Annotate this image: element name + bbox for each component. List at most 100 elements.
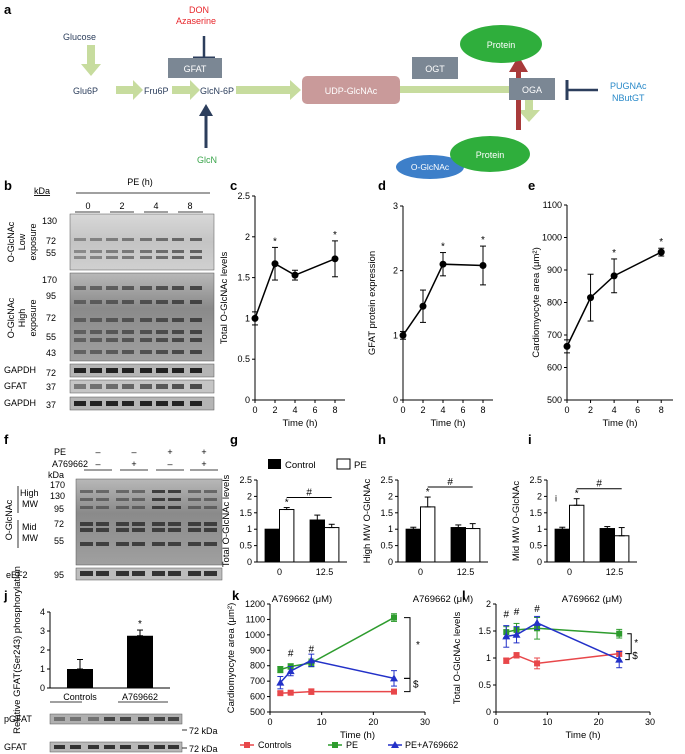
significance-marker: * [575,489,579,500]
y-tick-label: 1 [486,653,491,663]
y-tick-label: 3 [393,201,398,211]
blot-band [132,528,145,532]
blot-band [106,338,118,342]
data-point [616,630,623,637]
significance-marker: * [441,242,445,253]
y-tick-label: 0.5 [380,541,393,551]
blot-band [152,506,165,509]
blot-band [122,350,134,354]
protein-top-label: Protein [487,40,516,50]
blot-f-oglcnac-label: O-GlcNAc [4,499,14,540]
blot-band [132,490,145,493]
bar-pe [569,504,585,563]
blot-band [156,350,168,354]
y-tick-label: 0.5 [529,541,542,551]
blot-band [74,300,86,304]
blot-band [152,490,165,493]
blot-band [138,717,149,721]
blot-band [74,238,86,241]
y-tick-label: 0 [247,557,252,567]
blot-f-bands [80,490,217,576]
blot-band [106,238,118,241]
data-point [534,660,541,667]
blot-band [74,318,86,322]
data-point [610,272,618,280]
blot-band [152,528,165,532]
x-tick-label: 4 [440,405,445,415]
blot-b-high-label: O-GlcNAc [6,297,16,338]
blot-band [90,401,102,406]
x-axis-label: A769662 (μM) [272,594,332,605]
blot-band [168,490,181,493]
significance-marker: # [309,645,315,656]
y-tick-label: 1.5 [478,626,491,636]
series-line-pe [280,616,395,671]
x-axis-label: Time (h) [602,418,637,429]
blot-band [106,384,118,389]
data-point [657,248,665,256]
blot-b-marker: 130 [42,216,57,226]
panel-letter-b: b [4,178,12,193]
protein-bottom-label: Protein [476,150,505,160]
blot-band [80,528,93,532]
blot-band [190,318,202,322]
blot-band [106,318,118,322]
series-line-d [402,263,484,336]
panel-letter-k: k [232,588,240,603]
udp-glcnac-box [302,76,400,104]
y-tick-label: 0 [486,707,491,717]
blot-band [172,384,184,389]
blot-band [90,238,102,241]
panel-letter-c: c [230,178,237,193]
x-tick-label: 8 [480,405,485,415]
blot-band [204,528,217,532]
don-label: DON [189,5,209,15]
x-tick-label: 0 [564,405,569,415]
blot-b-marker: 55 [46,332,56,342]
blot-j-gfat [49,741,183,753]
blot-f-marker: 130 [50,491,65,501]
significance-bracket [627,633,632,655]
blot-band [90,256,102,259]
blot-j-pgfat [49,713,183,725]
oga-box-label: OGA [522,85,542,95]
significance-marker: * [273,236,277,247]
blot-band [90,338,102,342]
blot-band [152,522,165,526]
blot-f-pe-sign: – [95,447,100,457]
y-axis-label: GFAT protein expression [367,251,378,355]
blot-b-marker: 37 [46,400,56,410]
data-point [502,632,511,640]
bar-j [67,669,93,688]
blot-b-time: 8 [187,201,192,211]
panel-j-blots: pGFAT GFAT 72 kDa 72 kDa [4,701,218,754]
y-tick-label: 1100 [246,614,265,624]
y-tick-label: 2 [537,491,542,501]
azaserine-label: Azaserine [176,16,216,26]
blot-band [132,498,145,501]
blot-band [80,571,93,576]
x-tick-label: 0 [493,717,498,727]
blot-band [156,250,168,253]
y-tick-label: 0.5 [239,541,252,551]
panel-b-blots: b kDa PE (h) 0 2 4 8 [4,177,215,411]
gfat-box [168,58,222,78]
data-point [391,614,397,621]
panel-letter-i: i [528,432,532,447]
blot-band [104,717,115,721]
blot-band [190,338,202,342]
blot-b-time: 2 [119,201,124,211]
blot-band [190,401,202,406]
significance-marker: # [503,610,509,621]
series-line-pe+a769662 [506,622,620,661]
blot-f-marker: 95 [54,504,64,514]
blot-band [190,300,202,304]
x-axis-label: Time (h) [430,418,465,429]
significance-marker: # [288,648,294,659]
y-tick-label: 700 [547,330,562,340]
x-tick-label: 0 [267,717,272,727]
bar-control [309,519,326,563]
glcn6p-label: GlcN-6P [200,86,234,96]
data-point [331,255,339,263]
